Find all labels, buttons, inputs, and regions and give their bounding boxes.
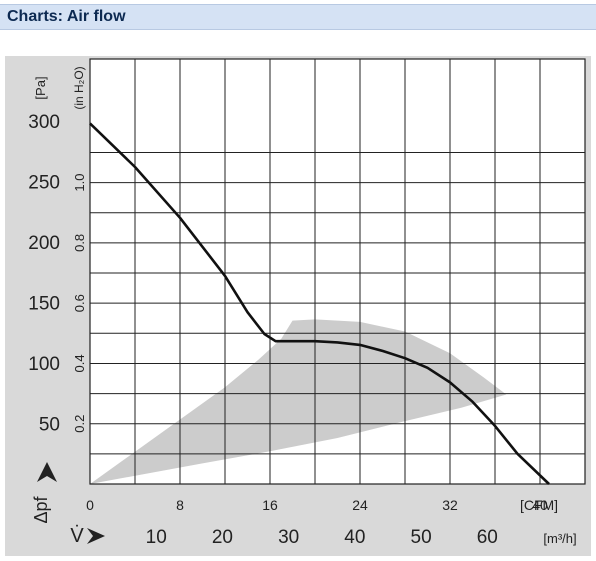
chart-panel: 50 100 150 200 250 300 [Pa] (in H₂O) 0.2 0.4 0.6 0.… (5, 56, 591, 556)
section-header: Charts: Air flow (0, 4, 596, 30)
y-tick-label-pa: 150 (28, 294, 60, 315)
x-tick-label-m3h: 30 (278, 527, 299, 548)
y-tick-label-pa: 100 (28, 354, 60, 375)
x-tick-label-m3h: 10 (146, 527, 167, 548)
dp-arrow-icon (37, 462, 57, 482)
section-title: Charts: Air flow (7, 8, 126, 25)
plot-border (89, 58, 586, 485)
y-tick-label-inh2o: 0.2 (72, 415, 87, 433)
y-tick-label-inh2o: 1.0 (72, 174, 87, 192)
y-axis-label-inh2o: (in H₂O) (72, 66, 86, 109)
y-tick-label-inh2o: 0.6 (72, 294, 87, 312)
x-tick-label-m3h: 40 (344, 527, 365, 548)
y-tick-label-pa: 250 (28, 173, 60, 194)
x-tick-label-cfm: 8 (176, 497, 184, 513)
vdot-label: V̇ (70, 525, 84, 547)
x-axis-label-cfm: [CFM] (520, 497, 558, 513)
x-tick-label-cfm: 40 (532, 497, 548, 513)
y-tick-label-pa: 50 (39, 415, 60, 436)
y-tick-label-inh2o: 0.4 (72, 354, 87, 372)
y-axis-label-pa: [Pa] (33, 76, 48, 99)
x-tick-label-cfm: 16 (262, 497, 278, 513)
x-tick-label-m3h: 20 (212, 527, 233, 548)
y-tick-label-pa: 200 (28, 233, 60, 254)
y-tick-label-pa: 300 (28, 112, 60, 133)
x-tick-label-cfm: 24 (352, 497, 368, 513)
operating-region (90, 319, 507, 484)
x-tick-label-m3h: 60 (477, 527, 498, 548)
x-tick-label-cfm: 0 (86, 497, 94, 513)
x-axis-label-m3h: [m³/h] (543, 531, 576, 546)
performance-curve (89, 122, 550, 485)
x-tick-label-cfm: 32 (442, 497, 458, 513)
vdot-arrow-icon (87, 528, 105, 544)
y-tick-label-inh2o: 0.8 (72, 234, 87, 252)
x-tick-label-m3h: 50 (411, 527, 432, 548)
dp-label: Δpf (31, 495, 51, 523)
